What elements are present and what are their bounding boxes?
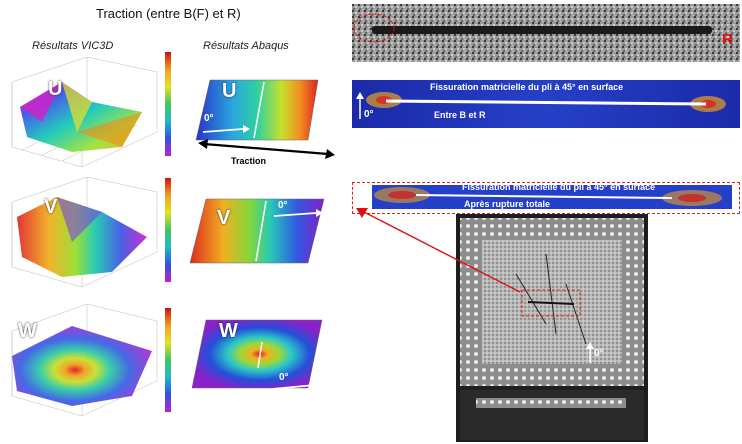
abaqus-u-angle-label: 0° <box>204 113 214 124</box>
panel1-angle-label: 0° <box>364 109 374 120</box>
vic3d-w-surface-plot <box>11 303 158 417</box>
abaqus-v-angle-label: 0° <box>278 200 288 211</box>
traction-double-arrow-icon <box>198 139 335 159</box>
abaqus-u-direction-arrow-icon <box>202 125 250 133</box>
specimen-fixture-photo <box>456 214 648 442</box>
abaqus-v-direction-arrow-icon <box>273 209 323 217</box>
fe-crack-line <box>366 92 726 112</box>
header-vic3d: Résultats VIC3D <box>32 40 114 52</box>
abaqus-u-letter: U <box>222 80 237 102</box>
abaqus-w-plot <box>191 319 323 389</box>
header-abaqus: Résultats Abaqus <box>203 40 289 52</box>
colorbar-v <box>165 178 171 282</box>
panel2-subcaption: Après rupture totale <box>464 199 551 209</box>
panel1-up-arrow-icon <box>356 92 364 119</box>
r-marker-label: R <box>722 31 733 48</box>
fe-crack-line-after <box>374 187 722 206</box>
photo-up-arrow-icon <box>586 342 594 363</box>
colorbar-w <box>165 308 171 412</box>
vic3d-u-surface-plot <box>11 56 158 168</box>
abaqus-w-letter: W <box>219 320 238 342</box>
abaqus-v-plot <box>189 198 325 264</box>
figure-title: Traction (entre B(F) et R) <box>96 6 241 21</box>
photo-angle-label: 0° <box>594 348 604 359</box>
dashed-highlight-box <box>352 182 740 214</box>
abaqus-v-letter: V <box>217 207 231 229</box>
panel1-caption: Fissuration matricielle du pli à 45° en … <box>430 82 624 92</box>
abaqus-u-plot <box>195 79 319 141</box>
panel2-caption: Fissuration matricielle du pli à 45° en … <box>462 182 656 192</box>
vic3d-v-letter: V <box>44 196 58 218</box>
red-connector-arrow-icon <box>356 208 521 293</box>
traction-label: Traction <box>231 156 267 166</box>
panel1-subcaption: Entre B et R <box>434 110 486 120</box>
vic3d-v-surface-plot <box>11 176 158 288</box>
abaqus-w-angle-label: 0° <box>279 372 289 383</box>
fe-crack-panel-between <box>352 80 740 128</box>
abaqus-w-direction-arrow-icon <box>271 381 322 390</box>
colorbar-u <box>165 52 171 156</box>
vic3d-u-letter: U <box>48 78 63 100</box>
fe-crack-panel-after <box>372 185 732 209</box>
speckle-specimen-photo <box>352 4 740 62</box>
vic3d-w-letter: W <box>18 320 37 342</box>
